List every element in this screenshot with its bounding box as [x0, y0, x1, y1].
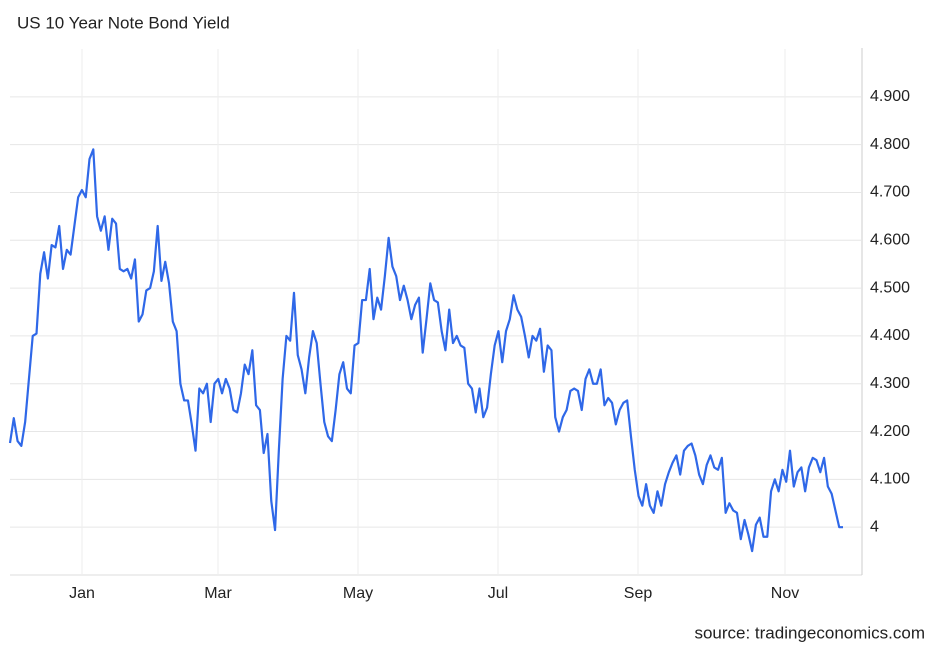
y-tick-label: 4.200 [870, 423, 910, 440]
x-tick-label: Sep [624, 585, 653, 602]
chart-title: US 10 Year Note Bond Yield [17, 13, 230, 32]
x-tick-label: Nov [771, 585, 799, 602]
x-tick-label: May [343, 585, 373, 602]
x-tick-label: Jul [488, 585, 508, 602]
line [8, 148, 843, 553]
y-tick-label: 4.100 [870, 471, 910, 488]
y-tick-label: 4.600 [870, 231, 910, 248]
y-tick-label: 4.700 [870, 184, 910, 201]
y-tick-label: 4.500 [870, 279, 910, 296]
source: source: tradingeconomics.com [694, 623, 925, 642]
y-tick-label: 4.800 [870, 136, 910, 153]
x-tick-label: Jan [69, 585, 95, 602]
x-tick-label: Mar [204, 585, 232, 602]
y-tick-label: 4.400 [870, 327, 910, 344]
y-tick-label: 4.900 [870, 88, 910, 105]
y-tick-label: 4 [870, 518, 879, 535]
y-tick-label: 4.300 [870, 375, 910, 392]
